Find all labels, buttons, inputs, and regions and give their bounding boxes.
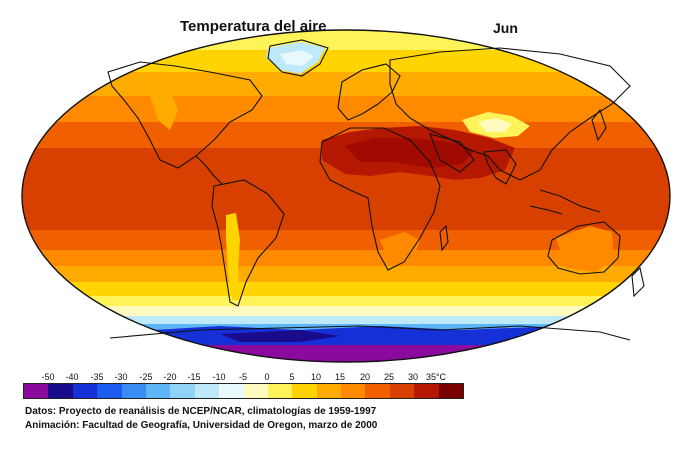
legend-swatch: [97, 384, 122, 398]
legend-label: 30: [407, 372, 419, 382]
legend-label: -50: [41, 372, 55, 382]
legend-label: 10: [310, 372, 322, 382]
legend-label: -30: [114, 372, 128, 382]
legend-label: 15: [334, 372, 346, 382]
legend-label: 20: [359, 372, 371, 382]
legend-label: -15: [187, 372, 201, 382]
legend-swatch: [194, 384, 220, 398]
legend-label: -5: [238, 372, 248, 382]
data-credit: Datos: Proyecto de reanálisis de NCEP/NC…: [25, 406, 377, 417]
legend-label: -10: [212, 372, 226, 382]
legend-swatch: [267, 384, 293, 398]
legend-swatch: [365, 384, 390, 398]
legend-swatch: [219, 384, 244, 398]
month-label: Jun: [493, 20, 518, 36]
temperature-legend-colorbar: [23, 383, 465, 399]
legend-labels: -50 -40 -35 -30 -25 -20 -15 -10 -5 0 5 1…: [22, 372, 462, 384]
legend-swatch: [24, 384, 49, 398]
legend-swatch: [72, 384, 98, 398]
legend-swatch: [414, 384, 439, 398]
globe-outline: [21, 29, 671, 363]
legend-swatch: [145, 384, 171, 398]
legend-swatch: [341, 384, 366, 398]
legend-label: -40: [65, 372, 79, 382]
legend-swatch: [389, 384, 415, 398]
legend-swatch: [243, 384, 268, 398]
legend-label: 35°C: [425, 372, 447, 382]
temperature-field: [22, 30, 670, 362]
legend-label: -25: [139, 372, 153, 382]
legend-label: -35: [90, 372, 104, 382]
legend-label: 5: [289, 372, 295, 382]
legend-swatch: [438, 384, 464, 398]
legend-swatch: [121, 384, 146, 398]
legend-swatch: [170, 384, 195, 398]
legend-label: 0: [264, 372, 270, 382]
legend-swatch: [48, 384, 73, 398]
legend-swatch: [316, 384, 342, 398]
legend-swatch: [292, 384, 317, 398]
map-title: Temperatura del aire: [180, 18, 327, 35]
animation-credit: Animación: Facultad de Geografía, Univer…: [25, 420, 378, 431]
coastlines: [107, 39, 645, 341]
legend-label: 25: [383, 372, 395, 382]
legend-label: -20: [163, 372, 177, 382]
